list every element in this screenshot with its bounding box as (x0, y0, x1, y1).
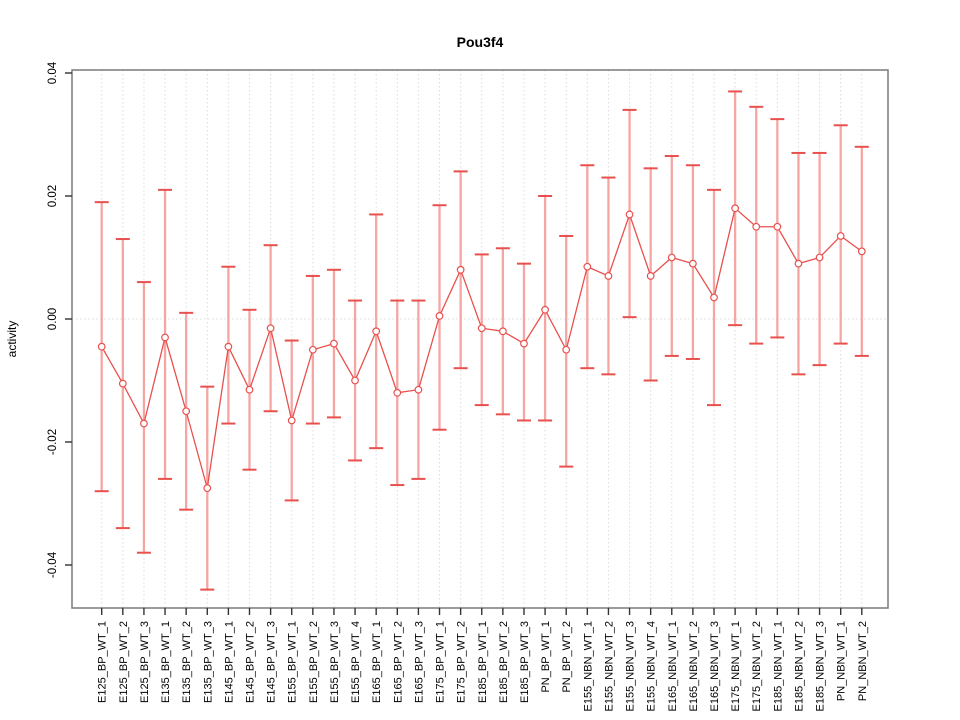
y-tick-label: -0.02 (47, 429, 59, 455)
x-tick-label: E135_BP_WT_2 (181, 621, 193, 703)
x-tick-label: E155_BP_WT_2 (308, 621, 320, 703)
data-point (161, 333, 169, 342)
data-point (583, 262, 592, 271)
x-tick-label: E165_NBN_WT_1 (667, 621, 679, 712)
data-point (330, 339, 338, 348)
data-point (541, 305, 549, 314)
y-tick-label: 0.04 (47, 61, 59, 84)
chart-title: Pou3f4 (456, 34, 504, 50)
x-tick-label: E165_NBN_WT_2 (688, 621, 700, 712)
x-tick-label: E155_NBN_WT_2 (603, 621, 615, 712)
x-tick-label: E145_BP_WT_3 (266, 621, 278, 703)
y-axis-title: activity (5, 320, 19, 358)
x-tick-label: PN_BP_WT_1 (540, 621, 552, 693)
data-point (752, 222, 761, 231)
data-point (604, 272, 613, 280)
x-tick-label: E125_BP_WT_1 (97, 621, 109, 703)
data-point (140, 419, 148, 428)
x-tick-label: E185_NBN_WT_1 (772, 621, 784, 712)
y-tick-label: 0.02 (47, 185, 59, 207)
data-point (773, 222, 782, 231)
data-point (97, 342, 106, 351)
x-tick-label: PN_NBN_WT_1 (836, 621, 848, 701)
x-tick-label: E175_NBN_WT_2 (751, 621, 763, 712)
data-point (815, 253, 824, 262)
x-tick-label: E185_BP_WT_3 (519, 621, 531, 703)
data-point (688, 259, 697, 268)
data-point (414, 385, 423, 394)
x-tick-label: E175_NBN_WT_1 (730, 621, 742, 712)
data-point (435, 312, 444, 320)
data-point (646, 272, 655, 280)
x-tick-label: E155_NBN_WT_3 (625, 621, 637, 712)
x-tick-label: E175_BP_WT_2 (456, 621, 468, 703)
data-point (857, 247, 866, 256)
data-point (710, 293, 718, 302)
x-tick-label: E145_BP_WT_1 (223, 621, 235, 703)
data-point (667, 253, 676, 262)
y-tick-label: 0.00 (47, 308, 59, 330)
data-point (287, 416, 296, 425)
data-point (477, 324, 486, 333)
data-point (245, 385, 254, 394)
data-point (625, 210, 634, 219)
data-point (520, 339, 528, 348)
data-point (203, 484, 212, 493)
data-point (351, 376, 359, 385)
x-tick-label: E155_BP_WT_4 (350, 621, 362, 703)
x-tick-label: E165_BP_WT_3 (413, 621, 425, 703)
data-point (393, 388, 402, 397)
x-tick-label: E185_BP_WT_2 (498, 621, 510, 703)
x-tick-label: E155_BP_WT_3 (329, 621, 341, 703)
x-tick-label: E135_BP_WT_1 (160, 621, 172, 703)
x-tick-label: E125_BP_WT_2 (118, 621, 130, 703)
x-tick-label: PN_BP_WT_2 (561, 621, 573, 693)
x-tick-label: E135_BP_WT_3 (202, 621, 214, 703)
x-tick-label: PN_NBN_WT_2 (857, 621, 869, 701)
x-tick-label: E155_NBN_WT_1 (582, 621, 594, 712)
x-tick-label: E175_BP_WT_1 (435, 621, 447, 703)
x-tick-label: E185_NBN_WT_2 (793, 621, 805, 712)
x-tick-label: E165_BP_WT_2 (392, 621, 404, 703)
plot-box (71, 69, 889, 609)
data-point (562, 345, 571, 354)
data-point (456, 265, 465, 274)
x-tick-label: E165_NBN_WT_3 (709, 621, 721, 712)
data-point (118, 379, 127, 388)
y-tick-label: -0.04 (47, 551, 59, 578)
x-tick-label: E185_NBN_WT_3 (815, 621, 827, 712)
data-point (372, 327, 381, 336)
data-point (182, 407, 191, 416)
x-tick-label: E155_NBN_WT_4 (646, 621, 658, 712)
x-tick-label: E145_BP_WT_2 (244, 621, 256, 703)
data-point (266, 324, 275, 333)
data-point (836, 232, 845, 240)
x-tick-label: E185_BP_WT_1 (477, 621, 489, 703)
data-point (224, 342, 233, 351)
data-point (794, 259, 803, 268)
data-point (731, 204, 740, 213)
x-tick-label: E125_BP_WT_3 (139, 621, 151, 703)
data-point (498, 327, 507, 336)
data-point (308, 345, 317, 354)
x-tick-label: E165_BP_WT_1 (371, 621, 383, 703)
x-tick-label: E155_BP_WT_1 (287, 621, 299, 703)
